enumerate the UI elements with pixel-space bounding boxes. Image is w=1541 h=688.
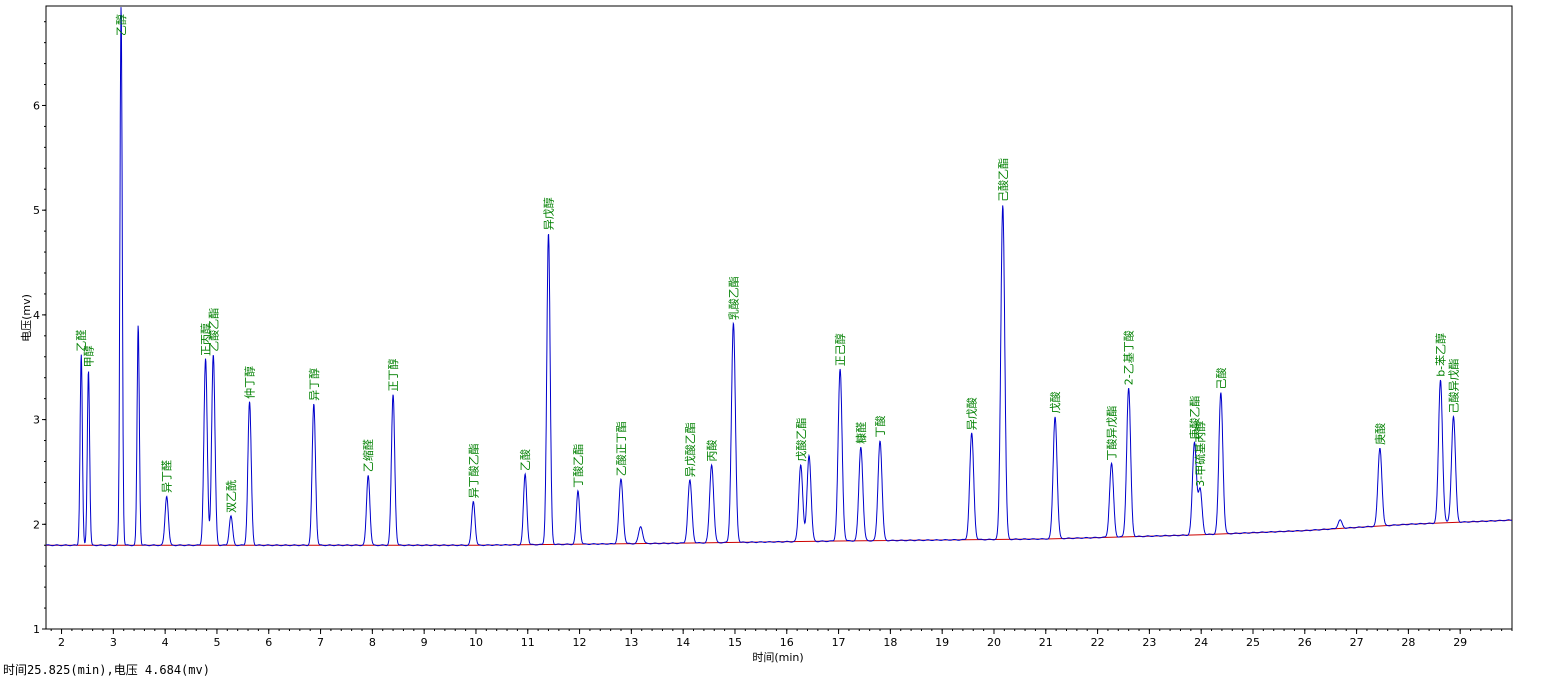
peak-label: 正己醇 [833,333,847,366]
peak-label: 己酸异戊酯 [1447,358,1461,413]
peak-label: 正丁醇 [386,359,400,392]
x-tick-label: 18 [883,636,897,649]
x-tick-label: 16 [780,636,794,649]
peak-label: 正丙醇 [199,323,213,356]
y-tick-label: 3 [33,414,40,427]
x-tick-label: 10 [469,636,483,649]
peak-label: 乙酸正丁酯 [614,421,628,476]
peak-label: 甲醇 [81,345,95,367]
peak-label: 异戊酸乙酯 [683,422,697,477]
x-tick-label: 4 [162,636,169,649]
x-axis: 2 3 4 5 6 7 8 9 10 11 12 13 14 15 16 17 18 19 20 21 22 23 24 25… [50,629,1513,649]
x-tick-label: 5 [213,636,220,649]
y-axis: 1 2 3 4 5 6 [33,21,46,636]
peak-label: 丁酸乙酯 [571,444,585,488]
y-tick-label: 5 [33,204,40,217]
peak-label: 乙酸 [518,449,532,471]
y-axis-title: 电压(mv) [20,294,33,342]
x-tick-label: 13 [624,636,638,649]
x-tick-label: 7 [317,636,324,649]
peak-label: 丁酸 [873,415,887,437]
x-tick-label: 29 [1453,636,1467,649]
peak-label: b-苯乙醇 [1434,333,1448,377]
peak-label: 乙醛 [74,330,88,352]
peak-label: 仲丁醇 [243,366,257,399]
x-axis-title: 时间(min) [752,651,803,664]
peak-label: 双乙酰 [224,480,238,513]
x-tick-label: 11 [521,636,535,649]
peak-label: 异丁醇 [307,368,321,401]
x-tick-label: 27 [1350,636,1364,649]
x-tick-label: 2 [58,636,65,649]
peak-label: 乳酸乙酯 [726,276,740,320]
peak-label: 异戊醇 [542,197,556,230]
peak-label: 乙酸乙酯 [206,308,220,352]
peak-label: 庚酸 [1373,423,1387,445]
peak-label: 庚酸乙酯 [1188,396,1202,440]
peak-label: 异丁醛 [160,460,174,493]
y-tick-label: 6 [33,99,40,112]
peak-label: 2-乙基丁酸 [1122,330,1136,385]
peak-label: 己酸乙酯 [996,158,1010,202]
x-tick-label: 23 [1142,636,1156,649]
peak-label: 己酸 [1214,367,1228,389]
peak-label: 异戊酸 [965,397,979,430]
x-tick-label: 6 [265,636,272,649]
y-tick-label: 4 [33,309,40,322]
x-tick-label: 12 [573,636,587,649]
plot-frame [45,5,1513,630]
x-tick-label: 9 [421,636,428,649]
x-tick-label: 19 [935,636,949,649]
peak-label: 戊酸乙酯 [794,418,808,462]
peak-label: 乙缩醛 [361,439,375,472]
x-tick-label: 25 [1246,636,1260,649]
peak-label: 3-甲硫基丙醇 [1193,421,1207,487]
x-tick-label: 24 [1194,636,1208,649]
peak-label: 戊酸 [1048,391,1062,413]
peak-label: 异丁酸乙酯 [466,443,480,498]
peak-label: 丙酸 [705,440,719,462]
x-tick-label: 8 [369,636,376,649]
peak-label: 乙醇 [114,14,128,36]
x-tick-label: 20 [987,636,1001,649]
x-tick-label: 22 [1091,636,1105,649]
y-tick-label: 1 [33,623,40,636]
signal-trace [45,7,1513,547]
y-tick-label: 2 [33,518,40,531]
x-tick-label: 3 [110,636,117,649]
x-tick-label: 15 [728,636,742,649]
peak-label: 丁酸异戊酯 [1105,406,1119,461]
x-tick-label: 17 [832,636,846,649]
cursor-readout: 时间25.825(min),电压 4.684(mv) [3,663,210,677]
x-tick-label: 26 [1298,636,1312,649]
x-tick-label: 28 [1401,636,1415,649]
x-tick-label: 21 [1039,636,1053,649]
x-tick-label: 14 [676,636,690,649]
peak-label: 糠醛 [854,422,868,444]
